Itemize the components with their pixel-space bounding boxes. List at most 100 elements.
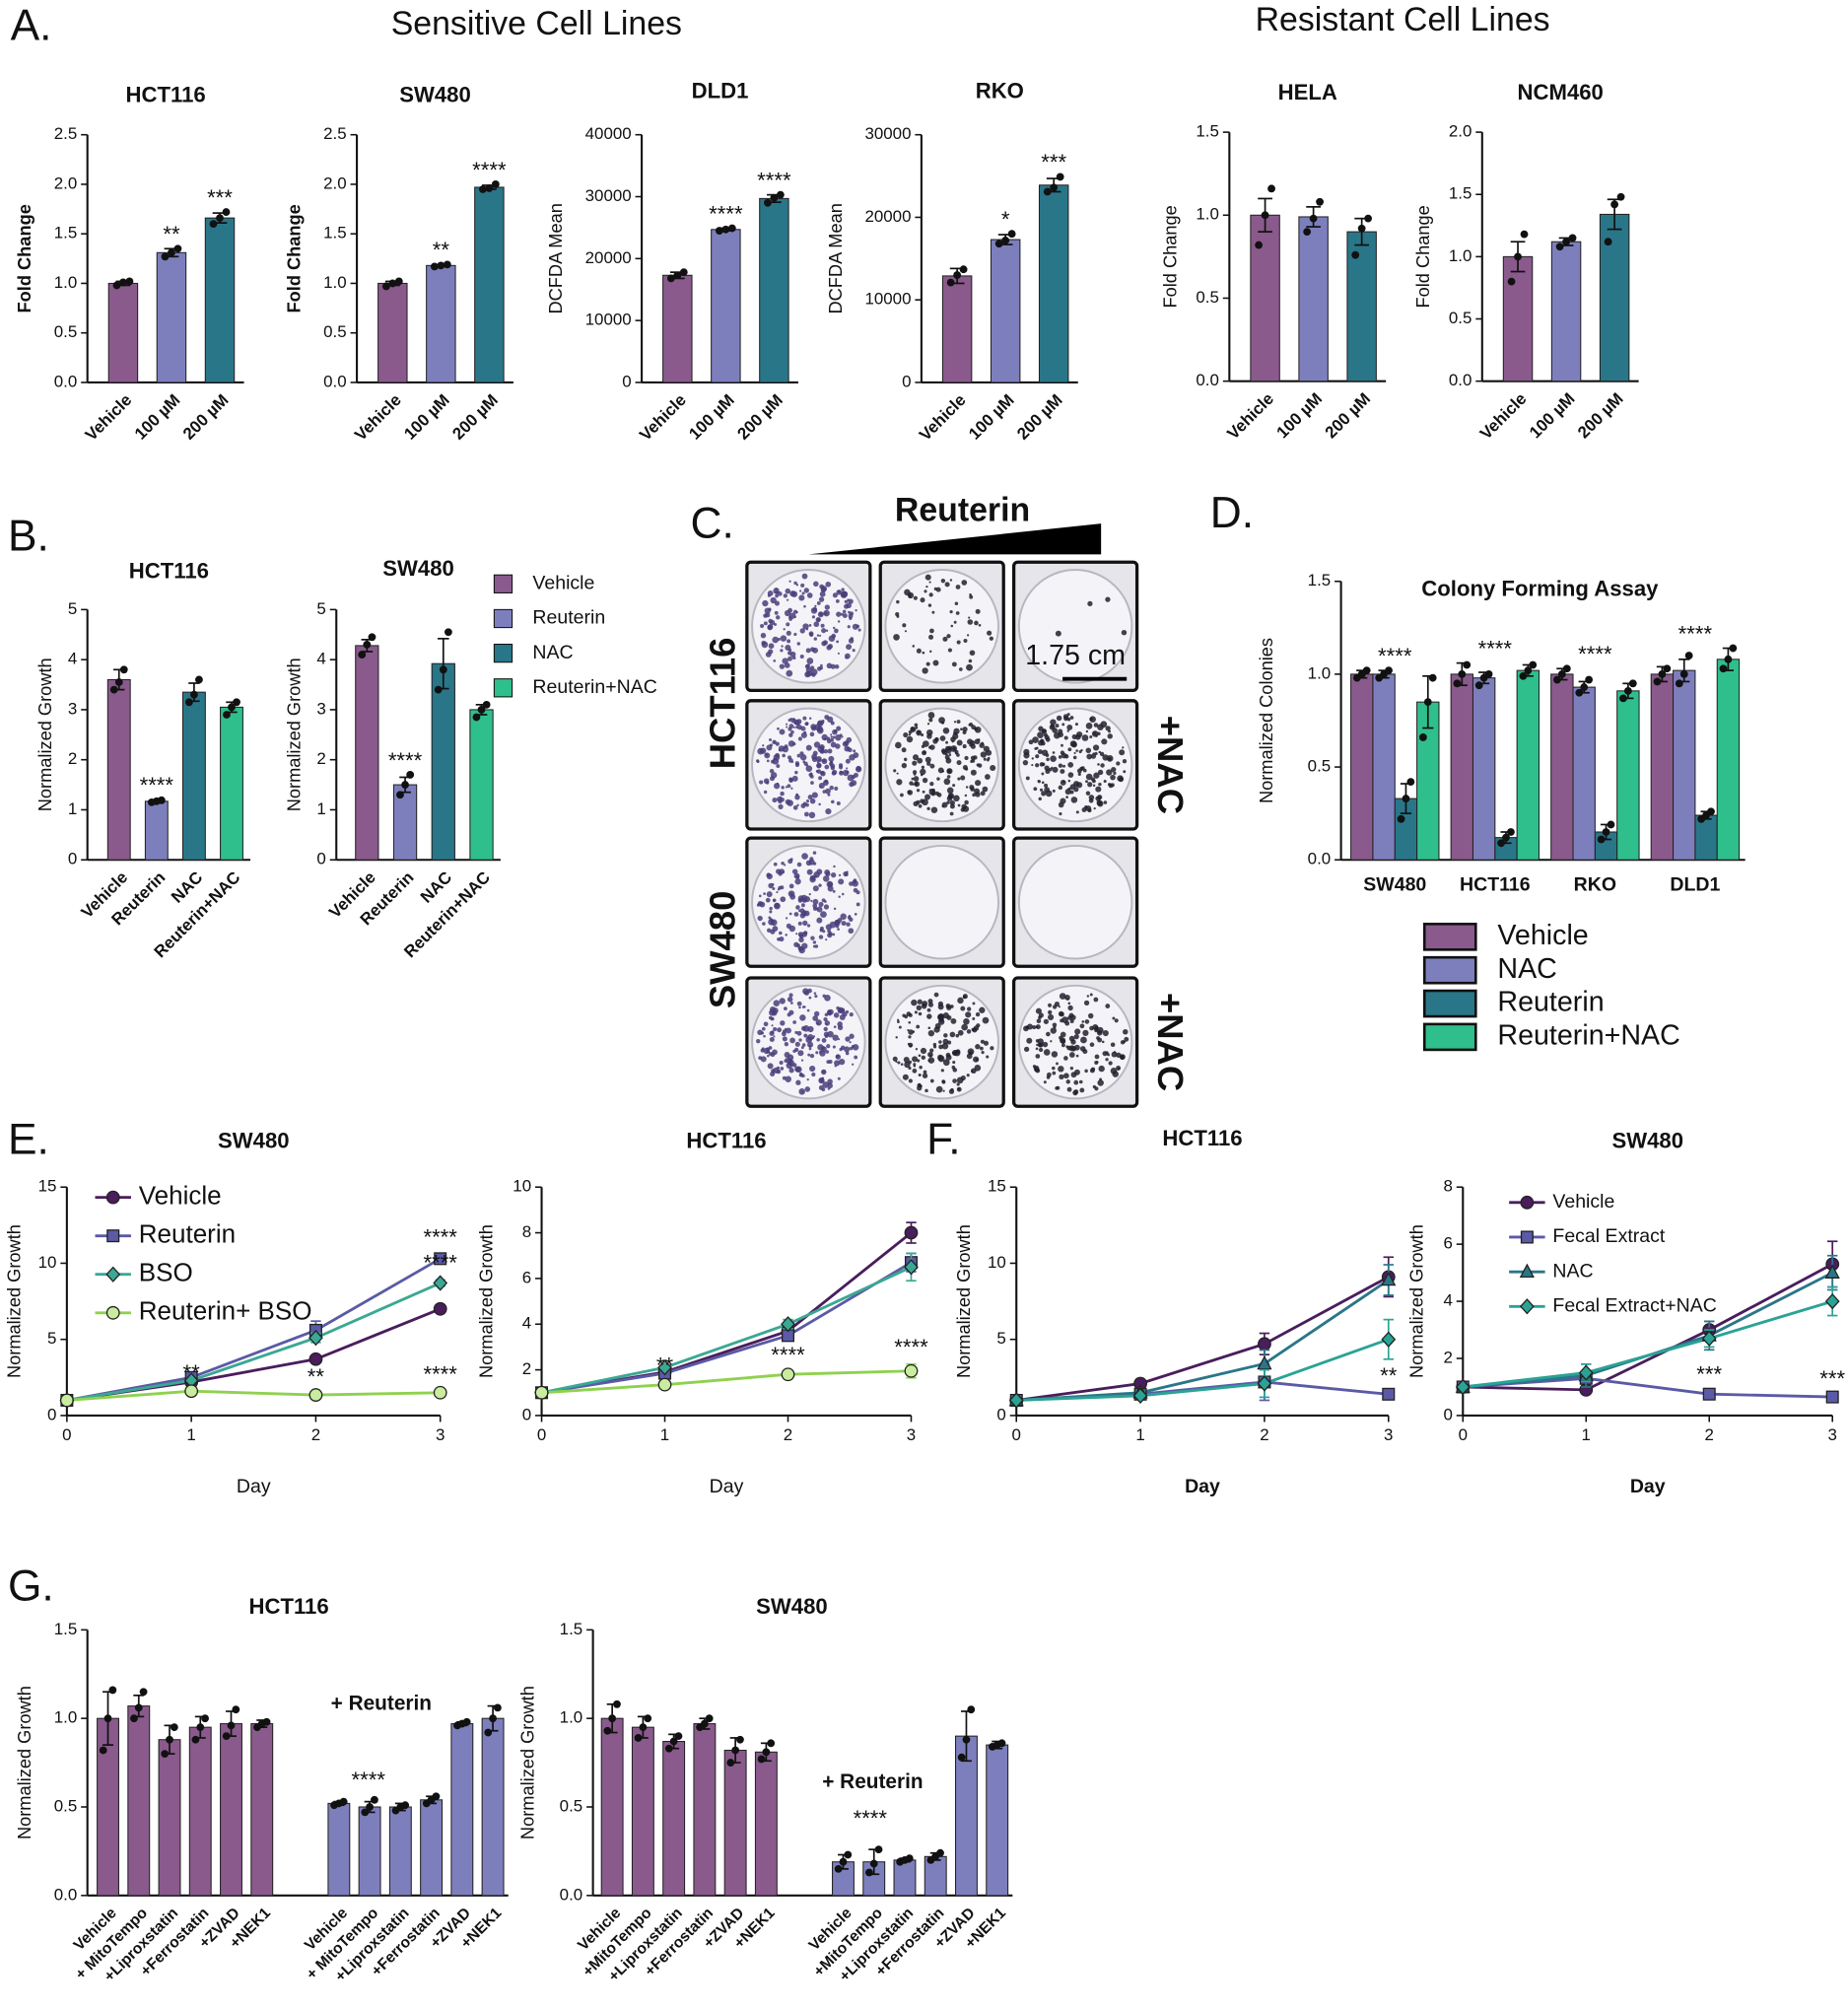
colony — [1052, 789, 1056, 793]
colony — [761, 640, 767, 646]
data-point — [1555, 243, 1564, 251]
data-point — [434, 685, 443, 694]
y-tick-label: 1.5 — [323, 224, 347, 243]
y-tick-label: 0.0 — [1196, 371, 1219, 389]
data-point — [358, 651, 367, 659]
colony — [809, 717, 812, 720]
colony — [1046, 1031, 1051, 1037]
colony — [1050, 1040, 1053, 1043]
colony — [1063, 754, 1069, 759]
colony — [763, 790, 768, 795]
colony — [820, 720, 825, 725]
colony — [893, 634, 900, 641]
colony — [1081, 1020, 1085, 1023]
colony — [945, 757, 952, 764]
colony — [769, 1030, 775, 1036]
colony — [1067, 772, 1074, 778]
bar — [693, 1723, 717, 1897]
colony — [1050, 755, 1057, 763]
data-point — [776, 190, 785, 199]
marker — [1257, 1354, 1272, 1370]
colony — [1110, 1068, 1118, 1075]
colony — [852, 623, 859, 630]
colony — [810, 899, 813, 902]
colony — [1025, 1025, 1029, 1029]
data-point — [363, 641, 372, 649]
colony — [972, 1017, 976, 1020]
colony — [956, 640, 961, 645]
colony — [799, 628, 805, 634]
colony — [766, 744, 773, 751]
colony — [980, 751, 987, 758]
colony — [812, 903, 818, 909]
colony — [907, 1029, 910, 1032]
colony — [809, 1053, 815, 1059]
data-point — [443, 260, 451, 269]
colony — [928, 581, 931, 584]
colony — [799, 655, 804, 659]
colony — [786, 669, 793, 677]
legend-label: Reuterin+NAC — [532, 676, 656, 698]
y-tick-label: 40000 — [585, 124, 632, 143]
colony — [766, 928, 772, 933]
x-tick-label: Vehicle — [82, 390, 136, 445]
colony — [854, 1055, 858, 1060]
colony — [832, 592, 838, 598]
colony — [895, 741, 902, 749]
colony — [831, 771, 837, 776]
y-tick-label: 1.5 — [560, 1620, 583, 1638]
colony — [952, 784, 956, 788]
bar — [631, 1726, 654, 1897]
colony — [1106, 769, 1113, 776]
colony — [803, 604, 806, 608]
y-tick-label: 10 — [988, 1253, 1006, 1272]
colony — [779, 998, 786, 1005]
colony — [965, 1011, 972, 1018]
colony — [849, 1011, 854, 1017]
colony — [1056, 1062, 1059, 1066]
data-point — [232, 1705, 240, 1714]
data-point — [190, 690, 198, 699]
colony — [816, 760, 820, 764]
marker — [1824, 1292, 1840, 1310]
y-tick-label: 10 — [38, 1253, 57, 1272]
series-line — [66, 1257, 442, 1402]
colony — [974, 738, 981, 745]
colony — [1122, 758, 1128, 764]
colony — [835, 924, 840, 929]
colony — [795, 933, 798, 936]
colony — [955, 1033, 960, 1038]
data-point — [839, 1857, 848, 1866]
colony — [852, 1044, 859, 1051]
colony — [1098, 782, 1102, 787]
colony — [830, 733, 833, 736]
colony — [1093, 723, 1099, 728]
colony — [1058, 785, 1063, 791]
data-point — [715, 227, 723, 235]
y-tick-label: 30000 — [864, 124, 911, 143]
y-axis-label: Normalized Colonies — [1257, 638, 1276, 803]
colony — [1055, 724, 1060, 728]
colony — [799, 754, 807, 761]
colony — [1089, 717, 1093, 722]
colony — [1062, 764, 1065, 768]
colony — [908, 594, 912, 598]
colony — [1058, 728, 1063, 734]
colony — [952, 1051, 956, 1055]
colony — [814, 604, 817, 608]
series-line — [1463, 1299, 1833, 1389]
colony — [779, 1061, 784, 1066]
y-tick-label: 1 — [316, 799, 325, 818]
data-point — [1663, 664, 1672, 673]
colony — [847, 774, 855, 782]
y-tick-label: 0.5 — [560, 1796, 583, 1815]
bar — [220, 706, 243, 861]
colony — [800, 726, 806, 731]
colony — [1056, 1085, 1061, 1090]
colony — [818, 776, 823, 781]
data-point — [905, 1854, 914, 1863]
colony — [957, 1029, 964, 1036]
data-point — [764, 198, 772, 207]
colony — [1074, 1028, 1081, 1035]
